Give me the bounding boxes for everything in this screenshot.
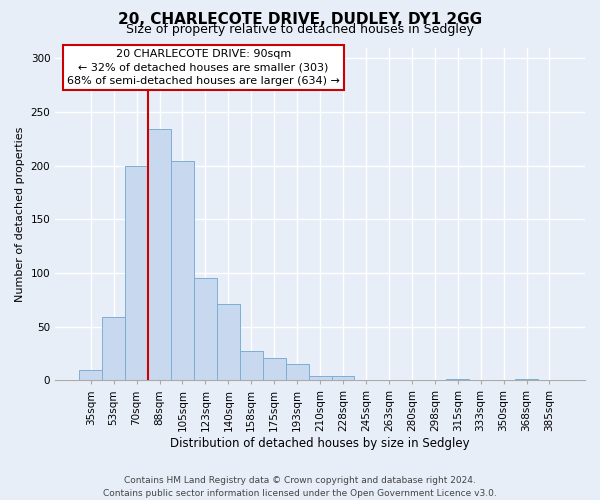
- Bar: [263, 358, 286, 380]
- Bar: [148, 129, 171, 380]
- Bar: [102, 317, 125, 380]
- Text: 20 CHARLECOTE DRIVE: 90sqm
← 32% of detached houses are smaller (303)
68% of sem: 20 CHARLECOTE DRIVE: 90sqm ← 32% of deta…: [67, 49, 340, 86]
- Bar: [125, 166, 148, 380]
- Y-axis label: Number of detached properties: Number of detached properties: [15, 126, 25, 302]
- Text: Size of property relative to detached houses in Sedgley: Size of property relative to detached ho…: [126, 22, 474, 36]
- Bar: [308, 376, 332, 380]
- Bar: [240, 352, 263, 380]
- Bar: [171, 162, 194, 380]
- Bar: [194, 278, 217, 380]
- Bar: [446, 379, 469, 380]
- Bar: [332, 376, 355, 380]
- Text: Contains HM Land Registry data © Crown copyright and database right 2024.
Contai: Contains HM Land Registry data © Crown c…: [103, 476, 497, 498]
- Bar: [286, 364, 308, 380]
- Bar: [217, 304, 240, 380]
- X-axis label: Distribution of detached houses by size in Sedgley: Distribution of detached houses by size …: [170, 437, 470, 450]
- Bar: [79, 370, 102, 380]
- Text: 20, CHARLECOTE DRIVE, DUDLEY, DY1 2GG: 20, CHARLECOTE DRIVE, DUDLEY, DY1 2GG: [118, 12, 482, 28]
- Bar: [515, 379, 538, 380]
